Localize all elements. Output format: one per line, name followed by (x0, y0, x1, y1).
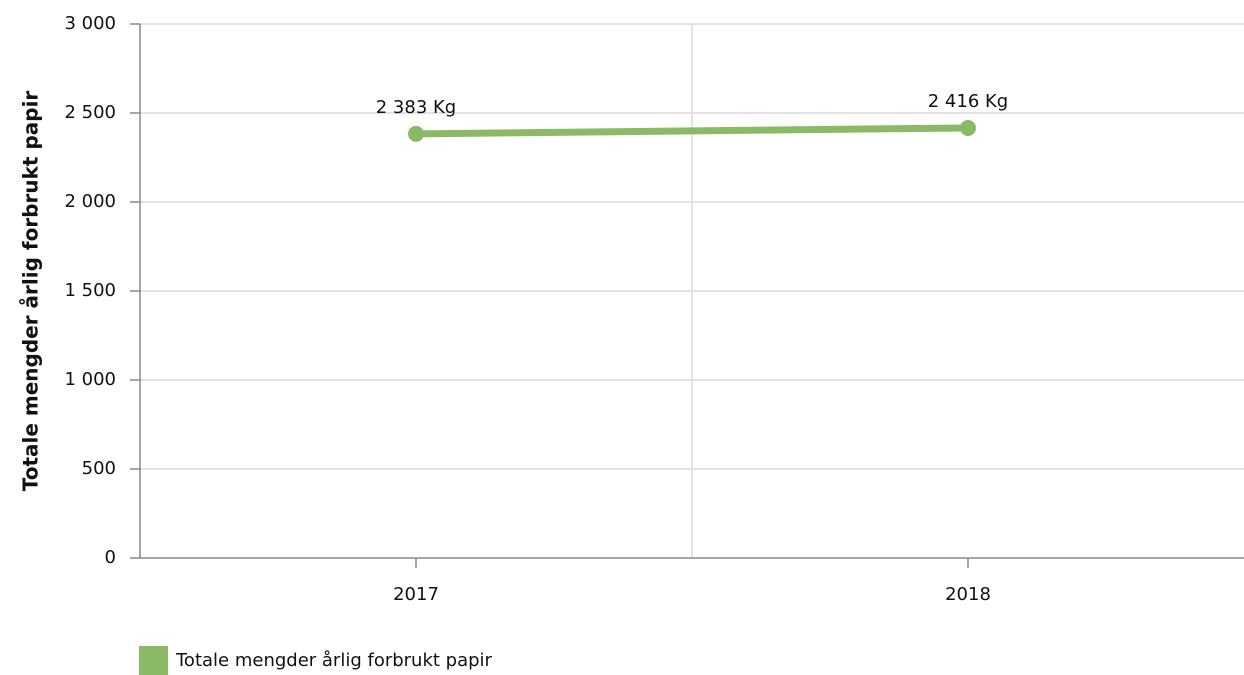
y-tick-label: 2 000 (64, 191, 116, 212)
legend-swatch (139, 646, 168, 675)
data-point (408, 125, 424, 142)
y-axis-title: Totale mengder årlig forbrukt papir (19, 91, 43, 492)
x-tick-label: 2017 (393, 584, 439, 605)
data-label: 2 383 Kg (376, 97, 456, 118)
series-line (412, 124, 972, 138)
x-tick-label: 2018 (945, 584, 991, 605)
y-tick-label: 1 000 (64, 369, 116, 390)
y-tick-label: 0 (105, 547, 116, 568)
data-label: 2 416 Kg (928, 91, 1008, 112)
y-tick-label: 2 500 (64, 102, 116, 123)
y-tick-label: 3 000 (64, 13, 116, 34)
y-tick-label: 500 (82, 458, 116, 479)
data-point (960, 119, 976, 136)
legend-label: Totale mengder årlig forbrukt papir (175, 650, 493, 671)
y-tick-label: 1 500 (64, 280, 116, 301)
